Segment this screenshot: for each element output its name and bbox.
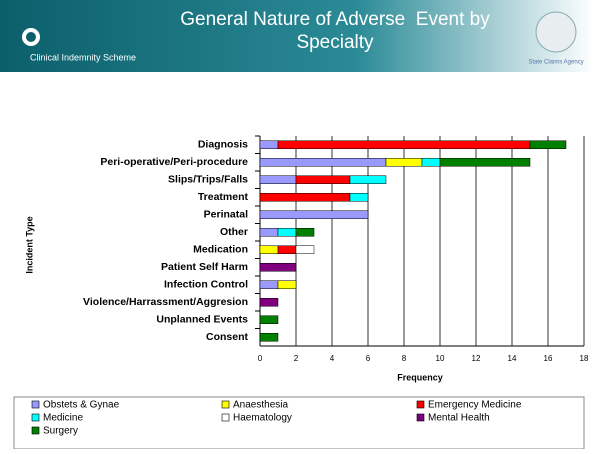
x-tick-label: 6 xyxy=(366,354,371,363)
legend-label: Mental Health xyxy=(428,413,490,424)
legend-label: Medicine xyxy=(43,413,83,424)
bar-segment xyxy=(259,315,279,324)
y-tick-label: Slips/Trips/Falls xyxy=(168,174,248,186)
legend-swatch xyxy=(31,413,40,422)
bar-segment xyxy=(295,175,351,184)
bar-segment xyxy=(259,298,279,307)
y-tick-label: Violence/Harrassment/Aggresion xyxy=(83,296,248,308)
legend-swatch xyxy=(31,426,40,435)
logo-left: Clinical Indemnity Scheme xyxy=(30,52,136,62)
logo-right-seal xyxy=(535,11,577,53)
y-tick-label: Other xyxy=(220,226,248,238)
x-tick-label: 2 xyxy=(294,354,299,363)
logo-icon-inner xyxy=(26,32,36,42)
x-tick-label: 12 xyxy=(472,354,481,363)
y-tick-label: Infection Control xyxy=(164,279,248,291)
x-tick-label: 14 xyxy=(508,354,517,363)
bar-segment xyxy=(259,175,297,184)
legend-label: Obstets & Gynae xyxy=(43,400,120,411)
logo-right: State Claims Agency xyxy=(528,60,583,66)
bar-segment xyxy=(349,175,387,184)
legend-swatch xyxy=(221,400,230,409)
bar-segment xyxy=(439,158,531,167)
bar-segment xyxy=(259,193,351,202)
bar-segment xyxy=(259,210,369,219)
y-axis-label: Incident Type xyxy=(24,216,34,273)
legend-label: Surgery xyxy=(43,426,78,437)
legend-swatch xyxy=(416,400,425,409)
x-tick-label: 4 xyxy=(330,354,335,363)
y-tick-label: Diagnosis xyxy=(198,139,248,151)
y-tick-label: Patient Self Harm xyxy=(161,261,248,273)
bar-segment xyxy=(529,140,567,149)
bar-segment xyxy=(295,228,315,237)
bar-segment xyxy=(259,228,279,237)
bar-segment xyxy=(277,140,531,149)
x-tick-label: 8 xyxy=(402,354,407,363)
bar-segment xyxy=(259,280,279,289)
bar-segment xyxy=(259,158,387,167)
legend-box xyxy=(13,396,585,450)
bar-segment xyxy=(259,263,297,272)
y-tick-label: Perinatal xyxy=(204,209,248,221)
y-tick-label: Medication xyxy=(193,244,248,256)
bar-segment xyxy=(295,245,315,254)
header-band xyxy=(0,0,594,72)
x-axis-label: Frequency xyxy=(397,372,443,382)
chart-title: General Nature of Adverse Event by Speci… xyxy=(180,9,495,53)
legend-swatch xyxy=(416,413,425,422)
legend-swatch xyxy=(221,413,230,422)
y-tick-label: Peri-operative/Peri-procedure xyxy=(100,156,248,168)
x-tick-label: 0 xyxy=(258,354,263,363)
bar-segment xyxy=(385,158,423,167)
x-tick-label: 18 xyxy=(580,354,589,363)
x-tick-label: 16 xyxy=(544,354,553,363)
x-tick-label: 10 xyxy=(436,354,445,363)
bar-segment xyxy=(277,280,297,289)
plot-wall xyxy=(260,136,584,346)
bar-segment xyxy=(277,245,297,254)
bar-segment xyxy=(259,140,279,149)
bar-segment xyxy=(421,158,441,167)
bar-segment xyxy=(277,228,297,237)
legend-label: Haematology xyxy=(233,413,292,424)
y-tick-label: Consent xyxy=(206,331,249,343)
title-box: General Nature of Adverse Event by Speci… xyxy=(180,9,495,53)
legend-label: Anaesthesia xyxy=(233,400,288,411)
legend-swatch xyxy=(31,400,40,409)
y-tick-label: Treatment xyxy=(198,191,249,203)
bar-segment xyxy=(259,245,279,254)
legend-label: Emergency Medicine xyxy=(428,400,522,411)
bar-segment xyxy=(349,193,369,202)
y-tick-label: Unplanned Events xyxy=(156,314,248,326)
bar-segment xyxy=(259,333,279,342)
